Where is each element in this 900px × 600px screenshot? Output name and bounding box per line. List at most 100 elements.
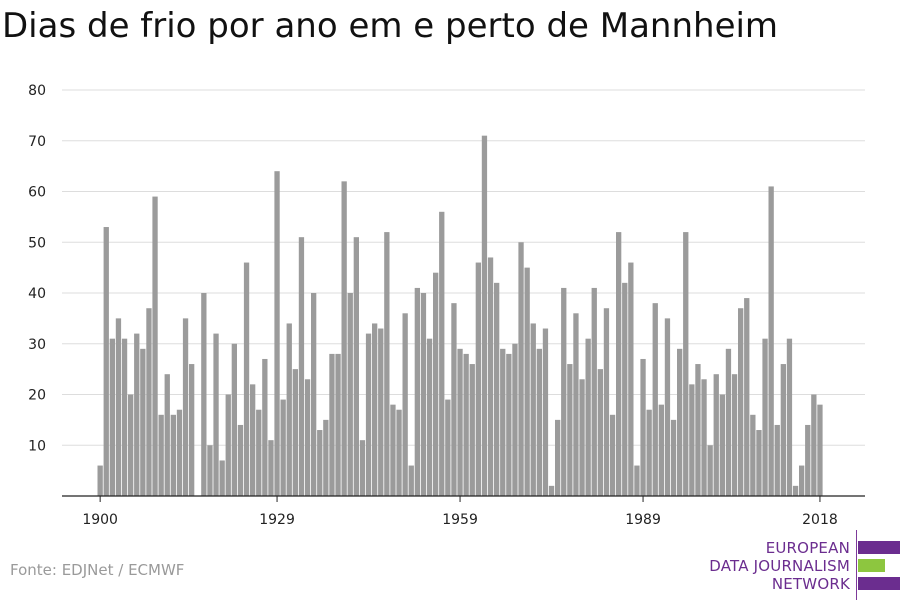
- bar-1932: [292, 369, 298, 496]
- bar-1936: [317, 430, 323, 496]
- bar-1964: [487, 257, 494, 496]
- bar-1910: [158, 414, 164, 496]
- bar-1955: [433, 272, 439, 496]
- bar-2016: [805, 424, 811, 496]
- bar-1930: [280, 399, 286, 496]
- bar-1951: [408, 465, 414, 496]
- bar-1956: [439, 211, 445, 497]
- x-tick-label: 1929: [259, 512, 295, 528]
- bar-1985: [616, 232, 622, 496]
- bar-1976: [561, 287, 567, 496]
- bar-1998: [695, 364, 701, 496]
- x-axis-tick-labels: 1900 1929 1959 1989 2018: [82, 496, 838, 528]
- bar-2001: [713, 374, 719, 496]
- bars: [97, 135, 823, 497]
- bar-2008: [756, 430, 762, 496]
- bar-1901: [103, 227, 109, 496]
- bar-1987: [628, 262, 634, 496]
- bar-1950: [402, 313, 408, 496]
- bar-1926: [256, 409, 262, 496]
- bar-1938: [329, 353, 335, 496]
- bar-1971: [530, 323, 536, 496]
- bar-1960: [463, 353, 469, 496]
- bar-1946: [378, 328, 384, 496]
- bar-1947: [384, 232, 390, 496]
- bar-1944: [365, 333, 372, 496]
- bar-2014: [792, 485, 799, 496]
- bar-1952: [414, 287, 420, 496]
- bar-1994: [670, 419, 677, 496]
- y-tick-label: 60: [28, 185, 46, 201]
- logo-bar-green: [858, 559, 885, 572]
- bar-1935: [311, 293, 317, 496]
- y-tick-label: 30: [28, 337, 46, 353]
- bar-1905: [128, 394, 134, 496]
- y-tick-label: 50: [28, 235, 46, 251]
- bar-2018: [817, 404, 823, 496]
- bar-1924: [243, 262, 250, 496]
- bar-1921: [225, 394, 231, 496]
- y-tick-label: 40: [28, 286, 46, 302]
- bar-1959: [457, 348, 463, 496]
- bar-1902: [109, 338, 115, 496]
- logo-line-3: NETWORK: [771, 575, 850, 593]
- bar-1908: [146, 308, 152, 496]
- bar-1923: [237, 424, 244, 496]
- bar-1967: [506, 353, 512, 496]
- bar-1912: [170, 414, 176, 496]
- y-tick-label: 10: [28, 438, 46, 454]
- bar-2012: [780, 364, 786, 496]
- bar-2013: [786, 338, 793, 496]
- bar-1945: [372, 323, 378, 496]
- bar-1991: [652, 303, 658, 496]
- x-tick-label: 2018: [802, 512, 838, 528]
- bar-1990: [646, 409, 652, 496]
- bar-1995: [677, 348, 683, 496]
- bar-1909: [152, 196, 158, 496]
- bar-1979: [579, 379, 585, 496]
- logo-bar-purple-top: [858, 541, 900, 554]
- source-note: Fonte: EDJNet / ECMWF: [10, 561, 185, 579]
- bar-1929: [274, 171, 280, 496]
- bar-1948: [390, 404, 396, 496]
- logo-divider: [856, 530, 857, 600]
- bar-2004: [731, 374, 738, 496]
- logo-line-1: EUROPEAN: [765, 539, 850, 557]
- bar-2010: [768, 186, 774, 497]
- x-tick-label: 1900: [82, 512, 118, 528]
- bar-2005: [738, 308, 744, 496]
- bar-2015: [799, 465, 805, 496]
- bar-1904: [121, 338, 128, 496]
- bar-1984: [609, 414, 616, 496]
- bar-1940: [341, 181, 347, 496]
- bar-2006: [744, 298, 750, 496]
- bar-1914: [182, 318, 189, 496]
- bar-1907: [140, 348, 146, 496]
- bar-1989: [640, 358, 646, 496]
- bar-2000: [707, 445, 713, 496]
- bar-1993: [664, 318, 671, 496]
- edjnet-logo: EUROPEAN DATA JOURNALISM NETWORK: [700, 530, 900, 600]
- bar-1999: [701, 379, 707, 496]
- bar-1917: [201, 293, 207, 496]
- bar-1997: [689, 384, 695, 496]
- bar-1925: [250, 384, 256, 496]
- bar-1953: [420, 293, 427, 496]
- bar-2003: [725, 348, 732, 496]
- bar-1973: [542, 328, 549, 496]
- bar-1939: [335, 353, 341, 496]
- bar-1931: [286, 323, 292, 496]
- bar-1941: [347, 293, 353, 496]
- bar-1966: [500, 348, 506, 496]
- bar-1943: [359, 440, 366, 496]
- bar-1958: [451, 303, 457, 496]
- bar-1922: [231, 343, 237, 496]
- logo-bar-purple-bottom: [858, 577, 900, 590]
- y-tick-label: 70: [28, 134, 46, 150]
- bar-2017: [811, 394, 817, 496]
- bar-1963: [481, 135, 488, 497]
- bar-1903: [115, 318, 122, 496]
- bar-1988: [634, 465, 640, 496]
- bar-1986: [622, 282, 628, 496]
